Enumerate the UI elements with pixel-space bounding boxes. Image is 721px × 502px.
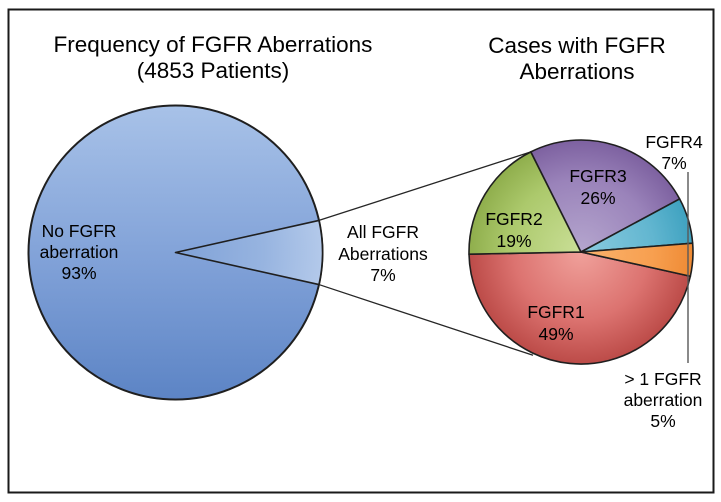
fgfr2-label: FGFR2 19% — [485, 209, 542, 251]
all-fgfr-label-line1: All FGFR — [347, 222, 419, 242]
right-chart-title-line1: Cases with FGFR — [488, 33, 666, 58]
fgfr3-label-line2: 26% — [580, 188, 615, 208]
fgfr3-label: FGFR3 26% — [569, 166, 626, 208]
fgfr4-label-line1: FGFR4 — [645, 132, 703, 152]
fgfr3-slice — [530, 139, 681, 253]
gt1-fgfr-label-line2: aberration — [624, 390, 703, 410]
fgfr3-label-line1: FGFR3 — [569, 166, 626, 186]
connector-line-upper — [318, 151, 532, 222]
fgfr1-label-line2: 49% — [538, 324, 573, 344]
left-chart-title-line2: (4853 Patients) — [137, 58, 290, 83]
all-fgfr-label-line2: Aberrations — [338, 244, 428, 264]
all-fgfr-aberrations-label: All FGFR Aberrations 7% — [338, 222, 428, 285]
fgfr1-label: FGFR1 49% — [527, 302, 584, 344]
no-fgfr-aberration-label: No FGFR aberration 93% — [40, 221, 119, 283]
no-fgfr-label-line1: No FGFR — [42, 221, 117, 241]
fgfr4-label: FGFR4 7% — [645, 132, 703, 173]
all-fgfr-label-line3: 7% — [370, 265, 395, 285]
fgfr1-label-line1: FGFR1 — [527, 302, 584, 322]
fgfr2-label-line1: FGFR2 — [485, 209, 542, 229]
fgfr2-label-line2: 19% — [496, 231, 531, 251]
left-chart-title-line1: Frequency of FGFR Aberrations — [54, 32, 373, 57]
right-pie — [468, 139, 694, 365]
all-fgfr-aberrations-wedge — [174, 219, 324, 286]
fgfr2-slice — [468, 151, 582, 255]
fgfr4-label-line2: 7% — [661, 153, 686, 173]
no-fgfr-label-line2: aberration — [40, 242, 119, 262]
gt1-fgfr-label: > 1 FGFR aberration 5% — [624, 369, 703, 431]
gt1-fgfr-slice — [580, 242, 694, 278]
left-pie — [27, 104, 324, 401]
gt1-fgfr-label-line3: 5% — [650, 411, 675, 431]
gt1-fgfr-label-line1: > 1 FGFR — [624, 369, 701, 389]
right-chart-title-line2: Aberrations — [519, 59, 634, 84]
no-fgfr-label-line3: 93% — [61, 263, 96, 283]
connector-line-lower — [318, 283, 534, 356]
fgfr1-slice — [468, 251, 692, 365]
